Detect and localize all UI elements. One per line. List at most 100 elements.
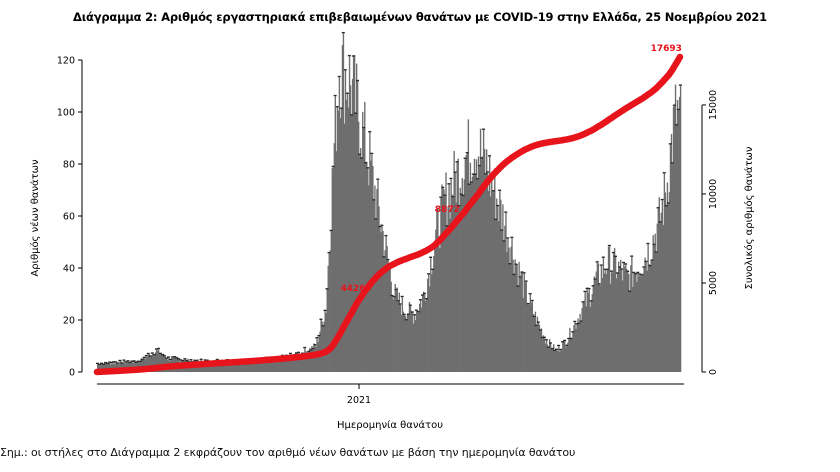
bar-value-mark: [394, 288, 398, 291]
daily-bar: [588, 289, 590, 372]
daily-bar: [109, 362, 111, 372]
bar-value-mark: [652, 243, 656, 246]
daily-bar: [472, 174, 475, 372]
daily-bar: [323, 321, 325, 372]
daily-bar: [537, 322, 540, 372]
daily-bar: [454, 172, 456, 372]
daily-bar: [156, 350, 159, 372]
bar-value-mark: [506, 237, 510, 239]
bar-value-mark: [108, 361, 112, 363]
bar-value-mark: [565, 344, 569, 347]
bar-value-mark: [656, 207, 660, 209]
bar-value-mark: [420, 294, 424, 296]
bar-value-mark: [295, 352, 299, 354]
daily-bar: [461, 178, 463, 372]
daily-bar: [282, 357, 285, 372]
daily-bar: [116, 363, 118, 372]
daily-bar: [280, 360, 283, 372]
bar-value-mark: [345, 92, 349, 94]
bar-value-mark: [636, 271, 640, 274]
daily-bar: [384, 250, 386, 372]
daily-bar: [295, 352, 297, 372]
daily-bar: [336, 107, 339, 372]
daily-bar: [668, 192, 671, 372]
bar-value-mark: [644, 260, 648, 263]
bar-value-mark: [412, 314, 416, 316]
bar-value-mark: [181, 359, 185, 362]
daily-bar: [345, 99, 348, 372]
daily-bar: [160, 354, 163, 372]
bar-value-mark: [435, 209, 439, 211]
daily-bar: [622, 280, 624, 372]
daily-bar: [415, 311, 418, 372]
daily-bar: [673, 106, 676, 372]
bar-value-mark: [626, 270, 630, 273]
x-axis: 2021: [97, 383, 684, 406]
daily-bar: [236, 361, 238, 372]
daily-bar: [258, 358, 260, 372]
bar-value-mark: [319, 318, 323, 320]
bar-value-mark: [664, 205, 668, 207]
daily-bar: [525, 281, 527, 372]
daily-bar: [678, 96, 681, 372]
daily-bar: [287, 356, 290, 372]
daily-bar: [539, 330, 542, 372]
daily-bar: [654, 233, 656, 372]
daily-bar: [341, 45, 344, 372]
bar-value-mark: [362, 126, 366, 129]
daily-bar: [629, 292, 631, 372]
daily-bar: [447, 206, 449, 372]
bar-value-mark: [534, 324, 538, 327]
daily-bar: [426, 299, 428, 372]
left-tick-label: 80: [63, 160, 75, 171]
daily-bar: [647, 244, 649, 372]
daily-bar: [570, 339, 572, 372]
daily-bar: [163, 353, 165, 372]
bar-value-mark: [215, 358, 219, 361]
daily-bar: [496, 198, 498, 372]
daily-bar: [241, 362, 243, 372]
bar-value-mark: [524, 280, 528, 282]
daily-bar: [140, 358, 143, 372]
daily-bar: [297, 356, 299, 372]
bar-value-mark: [605, 268, 609, 271]
bar-value-mark: [313, 344, 317, 346]
daily-bar: [428, 274, 430, 372]
daily-bar: [348, 56, 351, 373]
bar-value-mark: [573, 320, 577, 323]
daily-bar: [219, 363, 222, 372]
bar-value-mark: [502, 240, 506, 242]
bar-value-mark: [550, 347, 554, 350]
daily-bar: [339, 118, 342, 372]
daily-bar: [557, 350, 559, 372]
bar-value-mark: [593, 278, 597, 280]
bar-value-mark: [548, 342, 552, 344]
daily-bar: [481, 156, 484, 372]
daily-bar: [309, 347, 311, 372]
daily-bar: [115, 362, 117, 372]
daily-bar: [223, 362, 226, 372]
daily-bar: [561, 350, 563, 372]
daily-bar: [310, 350, 312, 372]
daily-bar: [221, 361, 224, 372]
daily-bar: [672, 106, 675, 372]
daily-bar: [518, 261, 520, 372]
daily-bar: [228, 362, 230, 372]
daily-bar: [338, 77, 341, 372]
daily-bar: [249, 362, 251, 372]
bar-value-mark: [177, 358, 181, 360]
daily-bar: [394, 283, 396, 372]
daily-bar: [479, 128, 482, 372]
daily-bar: [452, 197, 454, 372]
cumulative-line: [93, 53, 684, 376]
bar-value-mark: [382, 256, 386, 258]
daily-bar: [556, 350, 558, 372]
bar-value-mark: [288, 352, 292, 355]
daily-bar: [655, 252, 657, 372]
daily-bar: [359, 155, 361, 372]
daily-bar: [100, 364, 102, 372]
bar-value-mark: [148, 355, 152, 357]
bar-value-mark: [169, 358, 173, 361]
bar-value-mark: [585, 287, 589, 290]
